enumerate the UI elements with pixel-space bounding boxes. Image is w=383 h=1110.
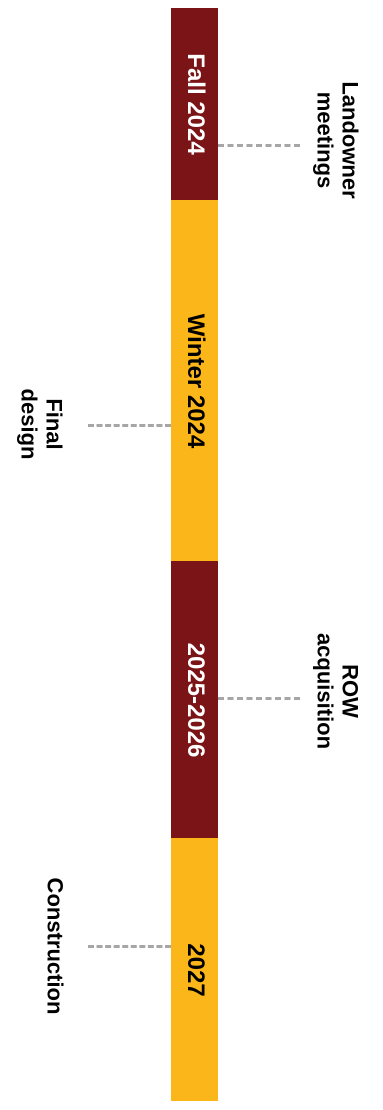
connector-final-design (88, 424, 171, 427)
milestone-line-2: design (17, 388, 42, 460)
phase-label: Fall 2024 (181, 53, 209, 155)
milestone-line-1: Landowner (337, 81, 363, 199)
milestone-landowner-meetings: Landowner meetings (312, 81, 363, 199)
milestone-row-acquisition: ROW acquisition (312, 632, 363, 750)
connector-row-acquisition (218, 697, 300, 700)
timeline-bar: Fall 2024 Winter 2024 2025-2026 2027 (171, 8, 218, 1101)
milestone-line-2: acquisition (313, 632, 338, 750)
phase-label: Winter 2024 (181, 313, 209, 448)
phase-label: 2025-2026 (181, 642, 209, 757)
phase-fall-2024: Fall 2024 (171, 8, 218, 200)
milestone-line-1: Final (41, 398, 67, 450)
phase-label: 2027 (181, 942, 209, 997)
connector-construction (88, 945, 171, 948)
phase-2025-2026: 2025-2026 (171, 561, 218, 838)
milestone-final-design: Final design (16, 388, 67, 460)
connector-landowner-meetings (218, 144, 300, 147)
phase-2027: 2027 (171, 838, 218, 1101)
milestone-line-1: ROW (337, 664, 363, 718)
phase-winter-2024: Winter 2024 (171, 200, 218, 561)
milestone-line-2: meetings (313, 91, 338, 189)
milestone-line-1: Construction (42, 877, 68, 1015)
milestone-construction: Construction (42, 878, 67, 1015)
